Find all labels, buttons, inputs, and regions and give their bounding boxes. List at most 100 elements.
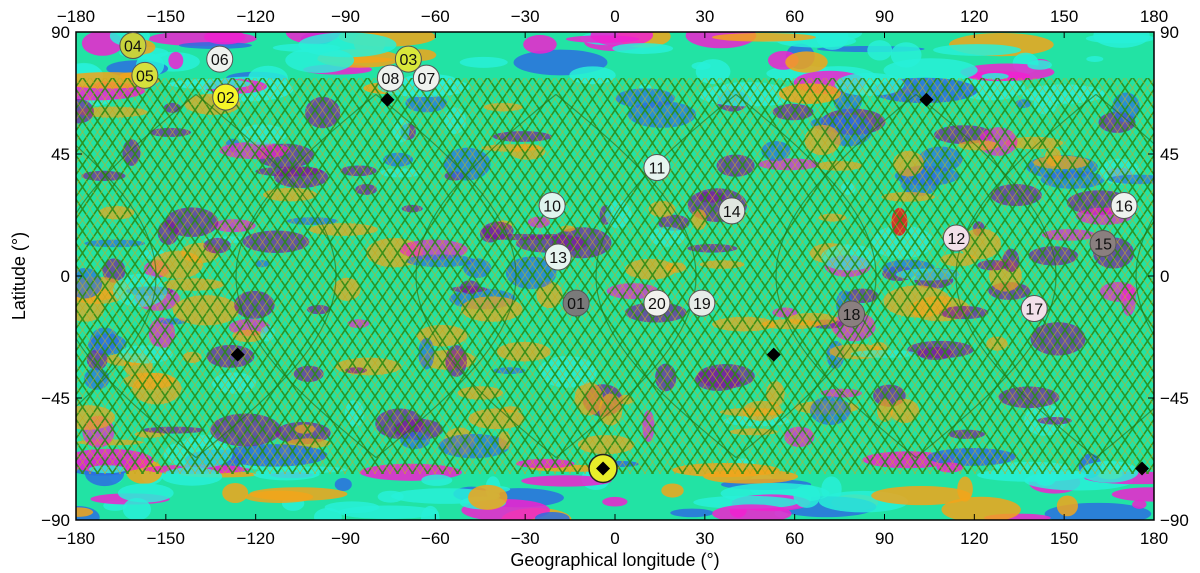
terrain-patch xyxy=(1027,60,1052,70)
y-tick-label-left: 45 xyxy=(51,145,70,164)
x-tick-label-bottom: −180 xyxy=(57,529,95,548)
site-marker: 08 xyxy=(376,64,404,92)
terrain-patch xyxy=(324,501,380,514)
site-marker: 04 xyxy=(119,32,147,60)
x-tick-label-bottom: 180 xyxy=(1140,529,1168,548)
track-arc xyxy=(375,93,517,459)
y-tick-label-right: −90 xyxy=(1160,511,1189,530)
terrain-patch xyxy=(178,42,252,49)
x-tick-label-top: −150 xyxy=(147,7,185,26)
x-tick-label-top: 0 xyxy=(610,7,619,26)
terrain-patch xyxy=(285,47,355,73)
terrain-patch xyxy=(534,511,570,520)
terrain-patch xyxy=(612,43,674,54)
terrain-patch xyxy=(711,33,816,42)
site-marker-circle xyxy=(1020,295,1048,323)
site-marker: 10 xyxy=(538,192,566,220)
terrain-patch xyxy=(1056,495,1078,517)
x-tick-label-bottom: −150 xyxy=(147,529,185,548)
site-marker: 07 xyxy=(412,64,440,92)
y-tick-label-right: 0 xyxy=(1160,267,1169,286)
x-tick-label-top: 30 xyxy=(695,7,714,26)
terrain-patch xyxy=(459,56,508,68)
site-marker: 11 xyxy=(643,154,671,182)
x-tick-label-bottom: −90 xyxy=(331,529,360,548)
site-marker-label: 08 xyxy=(382,71,400,88)
track-arc xyxy=(235,93,377,459)
site-marker: 13 xyxy=(544,243,572,271)
terrain-patch xyxy=(565,35,640,43)
terrain-patch xyxy=(693,495,799,509)
site-marker-circle xyxy=(1110,192,1138,220)
y-tick-label-right: 45 xyxy=(1160,145,1179,164)
terrain-patch xyxy=(1086,56,1104,63)
site-marker: 03 xyxy=(394,45,422,73)
site-marker-circle xyxy=(643,289,671,317)
x-tick-label-top: 120 xyxy=(960,7,988,26)
x-tick-label-top: 150 xyxy=(1050,7,1078,26)
site-marker-circle xyxy=(412,64,440,92)
site-marker: 20 xyxy=(643,289,671,317)
diamond-marker xyxy=(919,92,934,107)
terrain-patch xyxy=(661,483,684,498)
x-tick-label-top: 180 xyxy=(1140,7,1168,26)
y-tick-label-left: 0 xyxy=(61,267,70,286)
terrain-patch xyxy=(521,475,612,487)
track-arc xyxy=(915,93,1057,459)
site-marker-label: 18 xyxy=(843,307,861,324)
diamond-marker xyxy=(766,347,781,362)
terrain-patch xyxy=(1111,487,1154,502)
diamond-marker xyxy=(1135,461,1150,476)
terrain-patch xyxy=(602,496,628,507)
site-marker: 14 xyxy=(718,197,746,225)
site-marker: 16 xyxy=(1110,192,1138,220)
site-marker-label: 05 xyxy=(136,68,154,85)
y-tick-label-right: 90 xyxy=(1160,23,1179,42)
y-tick-label-left: −90 xyxy=(41,511,70,530)
x-tick-label-top: −120 xyxy=(237,7,275,26)
terrain-patch xyxy=(785,51,828,73)
site-marker-label: 11 xyxy=(649,161,666,178)
map-area xyxy=(76,32,1154,520)
site-marker-label: 20 xyxy=(648,296,666,313)
terrain-patch xyxy=(814,32,863,41)
terrain-patch xyxy=(117,483,174,503)
track-arc xyxy=(415,93,557,459)
site-marker: 06 xyxy=(206,45,234,73)
terrain-patch xyxy=(76,507,94,517)
terrain-patch xyxy=(941,496,1021,520)
x-tick-label-bottom: 30 xyxy=(695,529,714,548)
site-marker: 05 xyxy=(131,61,159,89)
y-axis-label: Latitude (°) xyxy=(9,232,29,320)
diamond-marker xyxy=(380,92,395,107)
x-tick-label-bottom: −30 xyxy=(511,529,540,548)
site-marker-circle xyxy=(562,289,590,317)
site-marker: 01 xyxy=(562,289,590,317)
terrain-patch xyxy=(957,476,973,502)
site-marker: 18 xyxy=(838,300,866,328)
site-marker-circle xyxy=(838,300,866,328)
terrain-patch xyxy=(712,504,792,520)
track-arc xyxy=(955,93,1097,459)
site-marker-circle xyxy=(131,61,159,89)
x-axis-label: Geographical longitude (°) xyxy=(510,550,719,570)
site-marker-label: 13 xyxy=(549,250,567,267)
terrain-patch xyxy=(670,508,714,518)
terrain-patch xyxy=(122,498,152,520)
terrain-patch xyxy=(334,477,352,491)
site-marker-circle xyxy=(688,289,716,317)
site-marker-circle xyxy=(718,197,746,225)
site-marker-label: 04 xyxy=(124,39,142,56)
x-tick-label-bottom: 0 xyxy=(610,529,619,548)
y-tick-label-left: −45 xyxy=(41,389,70,408)
terrain-patch xyxy=(793,484,821,508)
site-marker-circle xyxy=(643,154,671,182)
x-tick-label-bottom: 120 xyxy=(960,529,988,548)
track-arc xyxy=(735,93,877,459)
site-marker-label: 19 xyxy=(693,296,711,313)
pole-marker xyxy=(588,453,618,484)
track-arc xyxy=(555,93,697,459)
y-tick-label-left: 90 xyxy=(51,23,70,42)
terrain-patch xyxy=(867,40,893,61)
